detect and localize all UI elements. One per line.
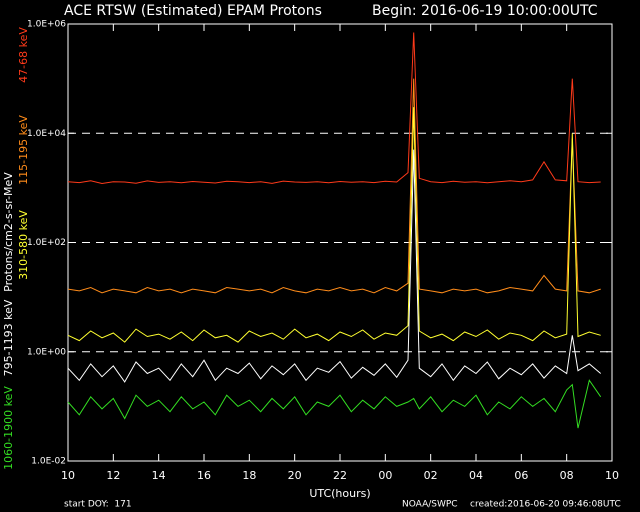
legend-label: 795-1193 keV [2,299,15,376]
y-axis-label: Protons/cm2-s-sr-MeV [2,172,15,292]
series-line [67,107,601,343]
y-tick-label: 1.0E+06 [27,20,66,30]
x-tick-label: 10 [605,469,619,482]
x-axis-label: UTC(hours) [309,487,370,500]
x-tick-label: 10 [61,469,75,482]
footer-source: NOAA/SWPC [402,500,458,510]
x-tick-label: 04 [469,469,483,482]
legend-label: 1060-1900 keV [2,386,15,470]
legend-label: 310-580 keV [17,210,30,280]
x-tick-label: 14 [152,469,166,482]
y-tick-label: 1.0E+02 [27,238,66,248]
x-tick-label: 12 [106,469,120,482]
y-tick-label: 1.0E+00 [27,347,66,357]
footer-created: created:2016-06-20 09:46:08UTC [470,500,621,510]
x-tick-label: 22 [333,469,347,482]
series-line [67,78,601,294]
legend-label: 47-68 keV [17,27,30,83]
legend-label: 115-195 keV [17,115,30,185]
x-tick-label: 20 [288,469,302,482]
x-tick-label: 16 [197,469,211,482]
x-tick-label: 00 [378,469,392,482]
series-line [67,379,602,429]
series-line [67,32,601,185]
x-tick-label: 18 [242,469,256,482]
series-line [67,149,602,383]
chart-title: ACE RTSW (Estimated) EPAM Protons [64,3,322,19]
footer-doy: start DOY: 171 [64,500,132,510]
x-tick-label: 06 [514,469,528,482]
x-tick-label: 02 [424,469,438,482]
y-tick-label: 1.0E-02 [31,457,66,467]
chart-subtitle: Begin: 2016-06-19 10:00:00UTC [372,3,598,19]
y-tick-label: 1.0E+04 [27,129,66,139]
x-tick-label: 08 [560,469,574,482]
